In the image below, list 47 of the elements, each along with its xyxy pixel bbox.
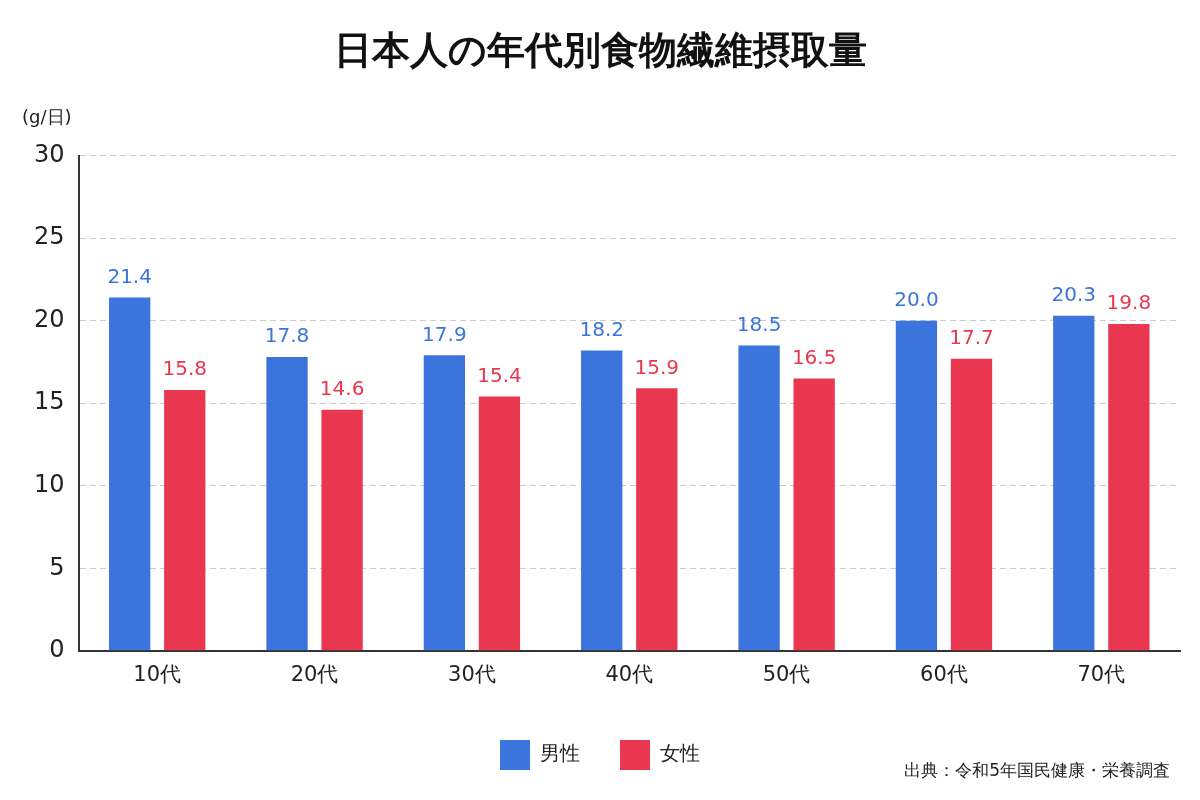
y-tick-label: 15 [33, 387, 65, 416]
legend-label: 男性 [540, 741, 580, 766]
bar [266, 356, 308, 651]
x-tick-label: 60代 [920, 661, 968, 686]
data-label: 15.9 [634, 354, 680, 379]
chart-title: 日本人の年代別食物繊維摂取量 [333, 27, 867, 72]
bar [738, 345, 780, 651]
y-tick-label: 10 [33, 469, 65, 498]
data-label: 17.8 [264, 323, 310, 348]
data-label: 19.8 [1106, 290, 1152, 315]
bar [321, 409, 363, 651]
bar [581, 350, 623, 651]
data-label: 18.2 [579, 316, 624, 341]
source-note: 出典：令和5年国民健康・栄養調査 [904, 759, 1170, 780]
bar [1108, 323, 1150, 651]
data-label: 17.7 [949, 324, 994, 349]
data-label: 15.4 [477, 362, 522, 387]
x-tick-label: 40代 [605, 661, 654, 686]
bar [1053, 315, 1095, 651]
data-label: 21.4 [107, 263, 152, 288]
x-tick-label: 50代 [762, 661, 811, 686]
x-tick-label: 10代 [133, 661, 182, 686]
bar [478, 396, 521, 651]
bar [164, 390, 206, 651]
bar [423, 355, 466, 651]
data-label: 14.6 [319, 376, 365, 401]
x-tick-label: 20代 [290, 661, 339, 686]
legend-label: 女性 [660, 741, 700, 766]
y-tick-label: 25 [33, 222, 65, 251]
y-tick-label: 20 [33, 304, 65, 333]
bar [109, 297, 151, 651]
data-label: 17.9 [422, 321, 467, 346]
bar [895, 320, 938, 651]
data-label: 20.0 [894, 286, 939, 311]
data-label: 15.8 [162, 356, 208, 381]
x-tick-label: 30代 [448, 661, 496, 686]
bar [636, 388, 678, 651]
x-tick-label: 70代 [1077, 661, 1126, 686]
y-tick-label: 5 [49, 552, 65, 581]
data-label: 20.3 [1051, 281, 1097, 306]
data-label: 18.5 [736, 311, 782, 336]
y-axis-title: (g/日) [22, 106, 72, 128]
bar [950, 358, 993, 651]
data-label: 16.5 [791, 344, 837, 369]
y-tick-label: 30 [33, 139, 65, 168]
y-tick-label: 0 [49, 635, 65, 664]
bar [793, 378, 835, 651]
